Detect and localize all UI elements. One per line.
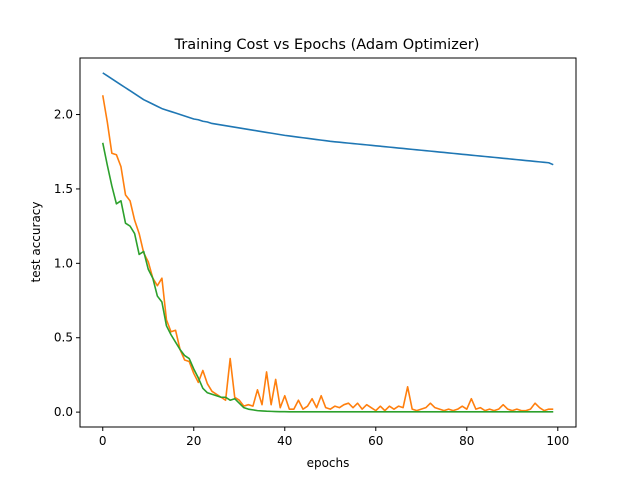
x-axis-label: epochs: [307, 456, 350, 470]
x-tick-label: 80: [459, 434, 474, 448]
x-tick-label: 0: [99, 434, 107, 448]
series-line-0: [102, 72, 554, 166]
y-tick-label: 1.0: [54, 256, 73, 270]
x-axis: 0 20 40 60 80 100: [99, 427, 569, 448]
plot-series-group: [101, 72, 554, 413]
y-axis-label: test accuracy: [29, 202, 43, 283]
x-tick-label: 100: [546, 434, 569, 448]
plot-frame: [79, 57, 577, 428]
y-tick-label: 0.0: [54, 405, 73, 419]
chart-title: Training Cost vs Epochs (Adam Optimizer): [174, 37, 480, 53]
series-line-1: [101, 95, 554, 412]
y-tick-label: 1.5: [54, 182, 73, 196]
y-axis: 0.0 0.5 1.0 1.5 2.0: [54, 108, 80, 419]
x-tick-label: 20: [186, 434, 201, 448]
x-tick-label: 60: [368, 434, 383, 448]
x-tick-label: 40: [277, 434, 292, 448]
y-tick-label: 0.5: [54, 331, 73, 345]
series-line-2: [101, 142, 554, 413]
y-tick-label: 2.0: [54, 108, 73, 122]
